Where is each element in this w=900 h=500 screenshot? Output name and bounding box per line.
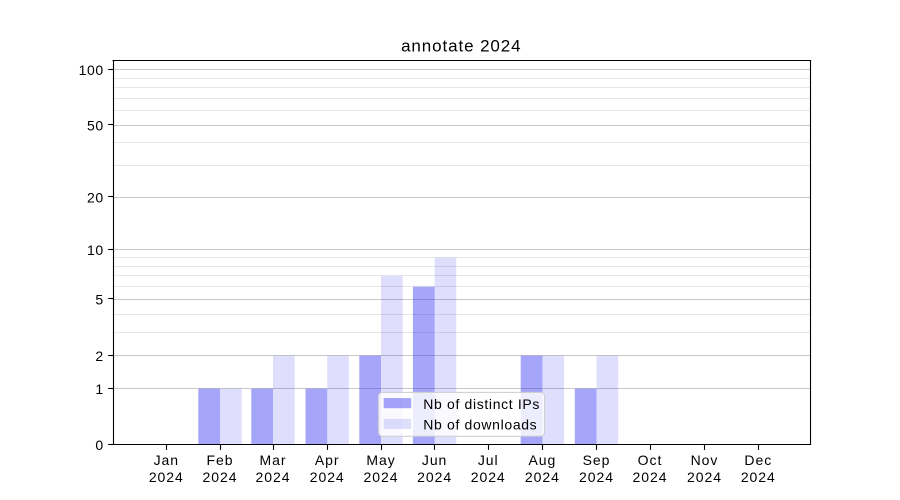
svg-text:2024: 2024 bbox=[203, 469, 238, 485]
svg-text:1: 1 bbox=[95, 381, 103, 397]
svg-text:10: 10 bbox=[87, 242, 104, 258]
svg-text:Nb of distinct IPs: Nb of distinct IPs bbox=[423, 396, 540, 412]
svg-text:2024: 2024 bbox=[364, 469, 399, 485]
svg-text:Jan: Jan bbox=[154, 452, 179, 468]
svg-text:Dec: Dec bbox=[744, 452, 772, 468]
svg-text:2024: 2024 bbox=[579, 469, 614, 485]
svg-text:annotate 2024: annotate 2024 bbox=[401, 36, 521, 55]
svg-text:50: 50 bbox=[87, 117, 104, 133]
svg-text:5: 5 bbox=[95, 291, 103, 307]
svg-text:Aug: Aug bbox=[529, 452, 557, 468]
svg-text:2024: 2024 bbox=[310, 469, 345, 485]
svg-text:Sep: Sep bbox=[583, 452, 611, 468]
svg-text:2024: 2024 bbox=[256, 469, 291, 485]
svg-text:2024: 2024 bbox=[149, 469, 184, 485]
svg-text:0: 0 bbox=[95, 437, 103, 453]
svg-text:2024: 2024 bbox=[417, 469, 452, 485]
svg-text:2024: 2024 bbox=[687, 469, 722, 485]
svg-text:Jun: Jun bbox=[422, 452, 447, 468]
svg-text:100: 100 bbox=[79, 62, 104, 78]
svg-text:Feb: Feb bbox=[207, 452, 234, 468]
svg-text:2024: 2024 bbox=[633, 469, 668, 485]
svg-text:Nb of downloads: Nb of downloads bbox=[423, 417, 537, 433]
svg-text:2024: 2024 bbox=[525, 469, 560, 485]
svg-text:Jul: Jul bbox=[478, 452, 499, 468]
svg-text:2024: 2024 bbox=[471, 469, 506, 485]
svg-text:Mar: Mar bbox=[260, 452, 287, 468]
svg-text:May: May bbox=[366, 452, 395, 468]
svg-text:2024: 2024 bbox=[741, 469, 776, 485]
svg-text:Nov: Nov bbox=[691, 452, 719, 468]
svg-text:20: 20 bbox=[87, 190, 104, 206]
svg-text:2: 2 bbox=[95, 348, 103, 364]
svg-text:Apr: Apr bbox=[315, 452, 340, 468]
svg-text:Oct: Oct bbox=[638, 452, 663, 468]
